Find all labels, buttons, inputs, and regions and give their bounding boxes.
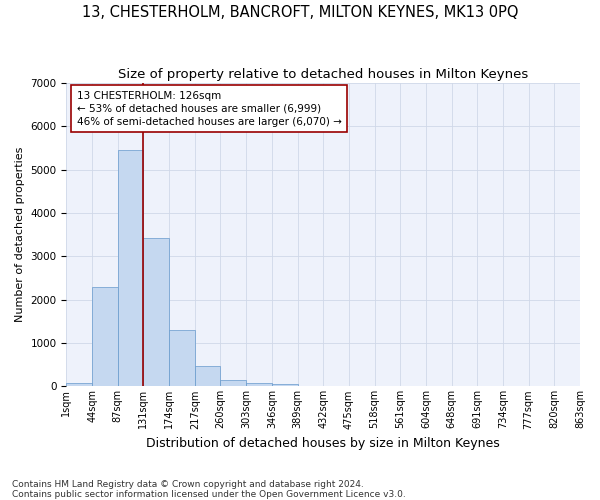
- X-axis label: Distribution of detached houses by size in Milton Keynes: Distribution of detached houses by size …: [146, 437, 500, 450]
- Bar: [272, 384, 298, 386]
- Bar: [169, 330, 195, 386]
- Bar: [92, 287, 118, 386]
- Title: Size of property relative to detached houses in Milton Keynes: Size of property relative to detached ho…: [118, 68, 529, 80]
- Bar: [195, 366, 220, 386]
- Bar: [220, 380, 246, 386]
- Text: Contains HM Land Registry data © Crown copyright and database right 2024.
Contai: Contains HM Land Registry data © Crown c…: [12, 480, 406, 499]
- Bar: [246, 383, 272, 386]
- Bar: [67, 383, 92, 386]
- Text: 13 CHESTERHOLM: 126sqm
← 53% of detached houses are smaller (6,999)
46% of semi-: 13 CHESTERHOLM: 126sqm ← 53% of detached…: [77, 90, 341, 127]
- Bar: [118, 150, 143, 386]
- Y-axis label: Number of detached properties: Number of detached properties: [15, 147, 25, 322]
- Text: 13, CHESTERHOLM, BANCROFT, MILTON KEYNES, MK13 0PQ: 13, CHESTERHOLM, BANCROFT, MILTON KEYNES…: [82, 5, 518, 20]
- Bar: [143, 238, 169, 386]
